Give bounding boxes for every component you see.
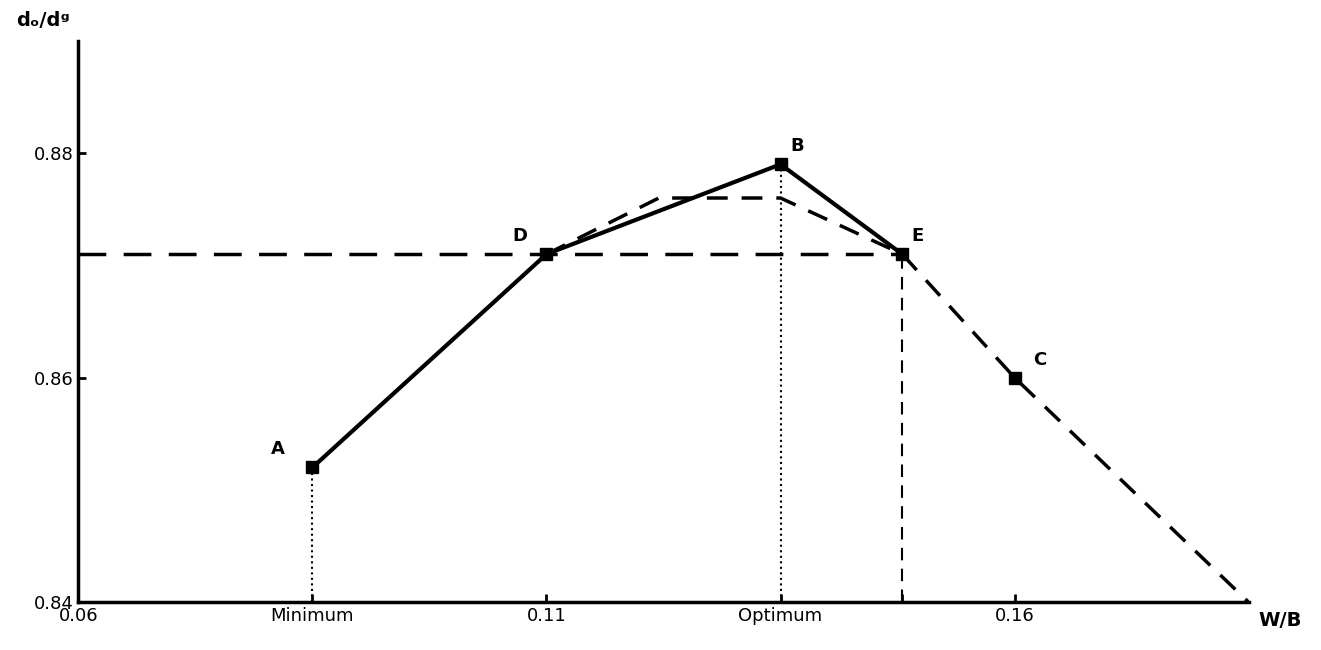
Text: A: A [271, 441, 284, 458]
Text: D: D [513, 227, 528, 245]
Text: B: B [790, 137, 803, 155]
Text: C: C [1033, 350, 1046, 369]
Y-axis label: dₒ/dᵍ: dₒ/dᵍ [16, 10, 70, 30]
Text: W/B: W/B [1258, 611, 1301, 630]
Text: E: E [911, 227, 923, 245]
